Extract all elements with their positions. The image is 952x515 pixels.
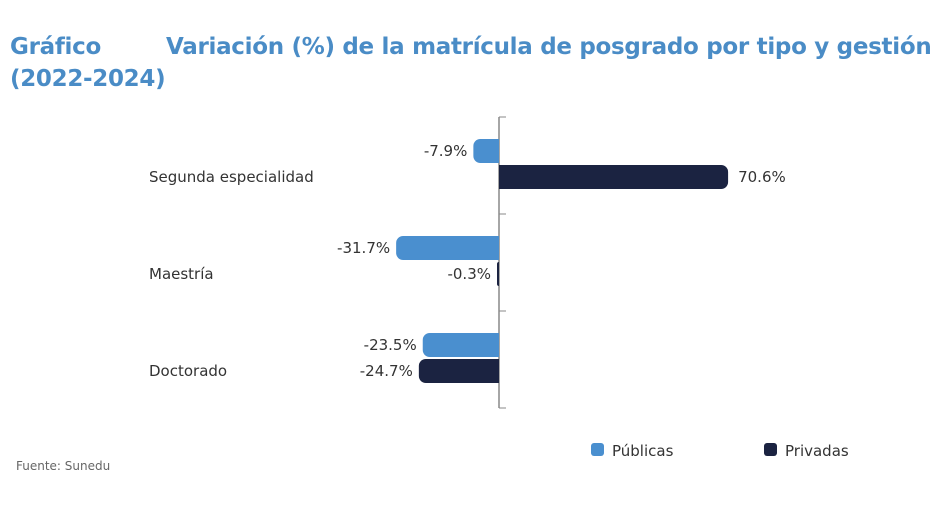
data-label: -0.3% [447,265,491,283]
category-label: Doctorado [149,362,227,380]
category-label: Segunda especialidad [149,168,314,186]
legend-swatch [764,443,777,456]
bar-públicas [473,139,499,163]
legend-label: Públicas [612,442,674,460]
bar-públicas [422,333,499,357]
bar-privadas [499,165,729,189]
chart-years: (2022-2024) [10,66,166,92]
data-label: 70.6% [738,168,786,186]
data-label: -24.7% [360,362,413,380]
bar-privadas [418,359,499,383]
data-label: -31.7% [337,239,390,257]
legend-swatch [591,443,604,456]
bar-públicas [396,236,499,260]
chart-label: Gráfico [10,34,101,60]
data-label: -23.5% [364,336,417,354]
legend-label: Privadas [785,442,849,460]
data-label: -7.9% [424,142,468,160]
source-note: Fuente: Sunedu [16,459,111,473]
bar-privadas [497,262,499,286]
chart-title: Variación (%) de la matrícula de posgrad… [166,34,932,60]
category-label: Maestría [149,265,214,283]
